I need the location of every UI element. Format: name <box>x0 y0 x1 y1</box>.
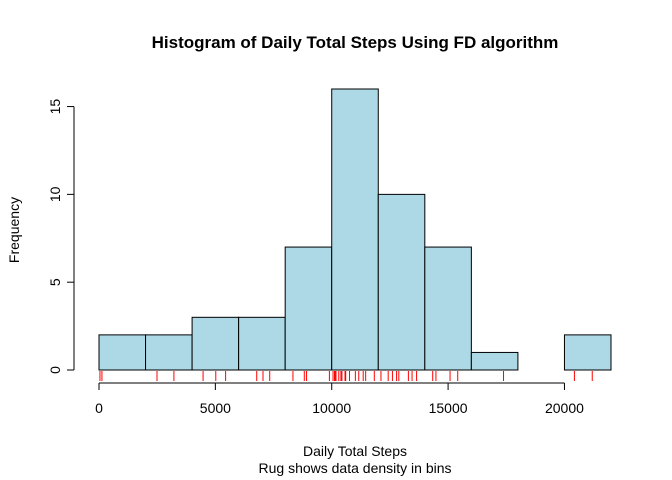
y-axis-label: Frequency <box>6 197 22 263</box>
x-tick-label: 5000 <box>200 400 231 416</box>
x-axis-sublabel: Rug shows data density in bins <box>259 460 452 476</box>
x-tick-label: 15000 <box>429 400 468 416</box>
y-tick-label: 10 <box>47 186 63 202</box>
rug-group <box>99 371 593 381</box>
histogram-bar <box>563 334 612 371</box>
x-tick-label: 20000 <box>545 400 584 416</box>
y-axis: 0 5 10 15 <box>47 99 75 374</box>
histogram-bar <box>470 351 519 371</box>
histogram-bar <box>191 316 240 371</box>
bars-group <box>98 88 612 371</box>
histogram-bar <box>98 334 147 371</box>
x-tick-label: 10000 <box>312 400 351 416</box>
histogram-bar <box>238 316 286 371</box>
x-tick-label: 0 <box>95 400 103 416</box>
y-tick-label: 5 <box>47 278 63 286</box>
histogram-bar <box>377 193 426 371</box>
y-tick-label: 15 <box>47 99 63 115</box>
x-axis-label: Daily Total Steps <box>303 443 407 459</box>
y-tick-label: 0 <box>47 366 63 374</box>
histogram-bar <box>424 246 472 371</box>
histogram-bar <box>331 88 379 371</box>
histogram-bar <box>284 246 333 371</box>
chart-title: Histogram of Daily Total Steps Using FD … <box>152 33 559 52</box>
x-axis: 0 5000 10000 15000 20000 <box>95 382 584 416</box>
histogram-bar <box>145 334 193 371</box>
